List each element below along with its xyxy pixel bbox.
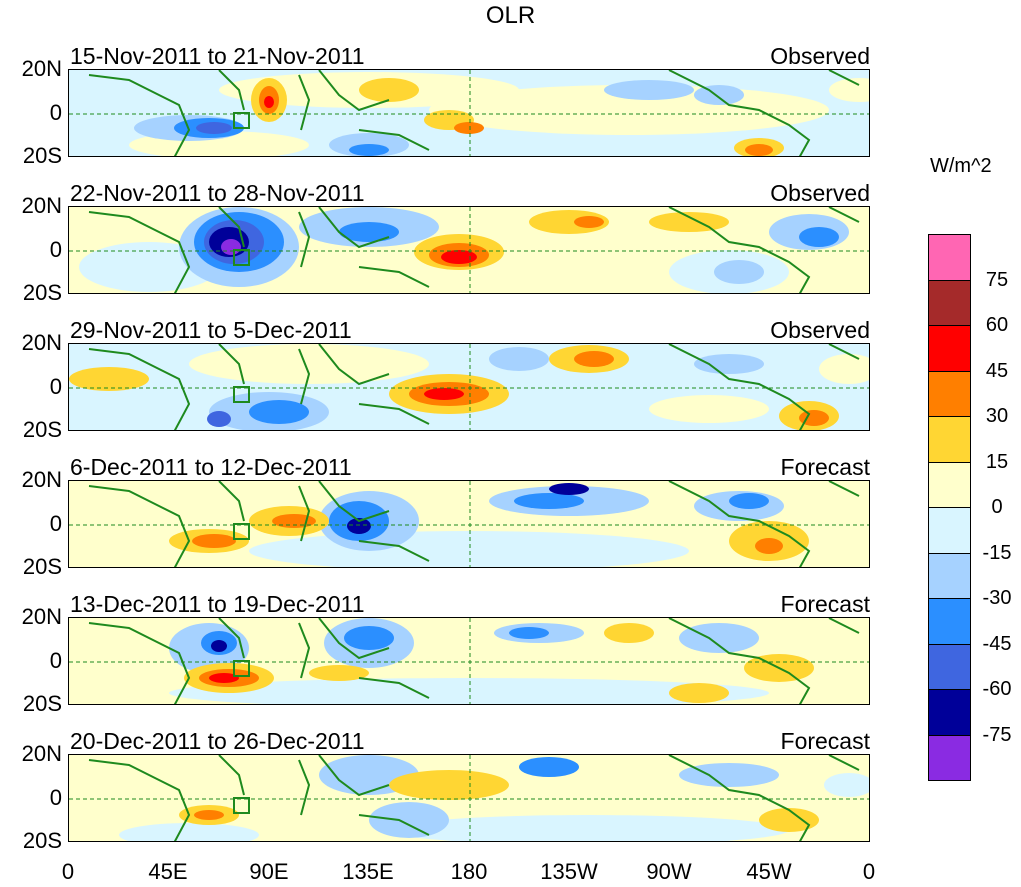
colorbar-level-label: 45 [985, 359, 1009, 382]
colorbar-swatch [928, 507, 971, 554]
panel-1-lat-20s: 20S [22, 143, 62, 168]
colorbar-level-label: 0 [991, 496, 1003, 518]
colorbar-level-label: -30 [982, 587, 1012, 609]
lon-label-0-end: 0 [862, 859, 876, 884]
panel-3-lat-20n: 20N [21, 330, 62, 355]
panel-1-period: 15-Nov-2011 to 21-Nov-2011 [70, 43, 365, 69]
panel-6-lat-0: 0 [49, 785, 62, 810]
colorbar-level-label: 75 [985, 268, 1009, 291]
panel-1-kind: Observed [770, 43, 870, 69]
panel-2-kind: Observed [770, 180, 870, 206]
colorbar-swatch [928, 689, 971, 736]
panel-6-lat-20n: 20N [21, 741, 62, 766]
panel-5-period: 13-Dec-2011 to 19-Dec-2011 [70, 591, 365, 617]
lon-label-45w: 45W [746, 859, 792, 884]
colorbar-level-label: 15 [985, 450, 1009, 473]
figure-title: OLR [485, 2, 536, 29]
panel-4-period: 6-Dec-2011 to 12-Dec-2011 [70, 454, 352, 480]
colorbar-swatch [928, 234, 971, 281]
colorbar-swatch [928, 461, 971, 508]
panel-5-lat-20s: 20S [22, 691, 62, 716]
lon-label-90e: 90E [249, 859, 289, 884]
panel-4-lat-20s: 20S [22, 554, 62, 579]
panel-6-period: 20-Dec-2011 to 26-Dec-2011 [70, 728, 365, 754]
colorbar-swatch [928, 598, 971, 645]
lon-label-45e: 45E [148, 859, 188, 884]
panel-4-kind: Forecast [780, 454, 870, 480]
lon-label-135w: 135W [540, 859, 598, 884]
panel-2-lat-20n: 20N [21, 193, 62, 218]
panel-3-lat-20s: 20S [22, 417, 62, 442]
panel-4-lat-0: 0 [49, 511, 62, 536]
panel-1-lat-20n: 20N [21, 56, 62, 81]
panel-5-kind: Forecast [780, 591, 870, 617]
colorbar-swatch [928, 643, 971, 690]
lon-label-0: 0 [61, 859, 75, 884]
map-panel-2 [68, 206, 870, 294]
colorbar-swatch [928, 325, 971, 372]
colorbar-level-label: -75 [982, 723, 1012, 746]
colorbar-level-label: -45 [982, 632, 1012, 655]
panel-4-lat-20n: 20N [21, 467, 62, 492]
colorbar-level-label: -60 [982, 678, 1012, 700]
lon-label-135e: 135E [342, 859, 394, 884]
panel-3-kind: Observed [770, 317, 870, 343]
panel-3-lat-0: 0 [49, 374, 62, 399]
panel-3-period: 29-Nov-2011 to 5-Dec-2011 [70, 317, 352, 343]
panel-2-lat-20s: 20S [22, 280, 62, 305]
map-panel-3 [68, 343, 870, 431]
colorbar-swatch [928, 370, 971, 417]
colorbar-swatch [928, 416, 971, 463]
colorbar-swatch [928, 734, 971, 781]
colorbar-units: W/m^2 [930, 155, 992, 177]
panel-5-lat-20n: 20N [21, 604, 62, 629]
panel-6-kind: Forecast [780, 728, 870, 754]
map-panel-5 [68, 617, 870, 705]
panel-6-lat-20s: 20S [22, 828, 62, 853]
map-panel-1 [68, 69, 870, 157]
panel-5-lat-0: 0 [49, 648, 62, 673]
panel-2-period: 22-Nov-2011 to 28-Nov-2011 [70, 180, 365, 206]
colorbar-level-label: 30 [985, 405, 1009, 427]
colorbar-level-label: -15 [982, 541, 1012, 564]
panel-1-lat-0: 0 [49, 100, 62, 125]
map-panel-6 [68, 754, 870, 842]
colorbar-swatch [928, 552, 971, 599]
map-panel-4 [68, 480, 870, 568]
colorbar-swatch [928, 279, 971, 326]
colorbar-level-label: 60 [985, 314, 1009, 336]
lon-label-90w: 90W [646, 859, 692, 884]
panel-2-lat-0: 0 [49, 237, 62, 262]
lon-label-180: 180 [450, 859, 488, 884]
